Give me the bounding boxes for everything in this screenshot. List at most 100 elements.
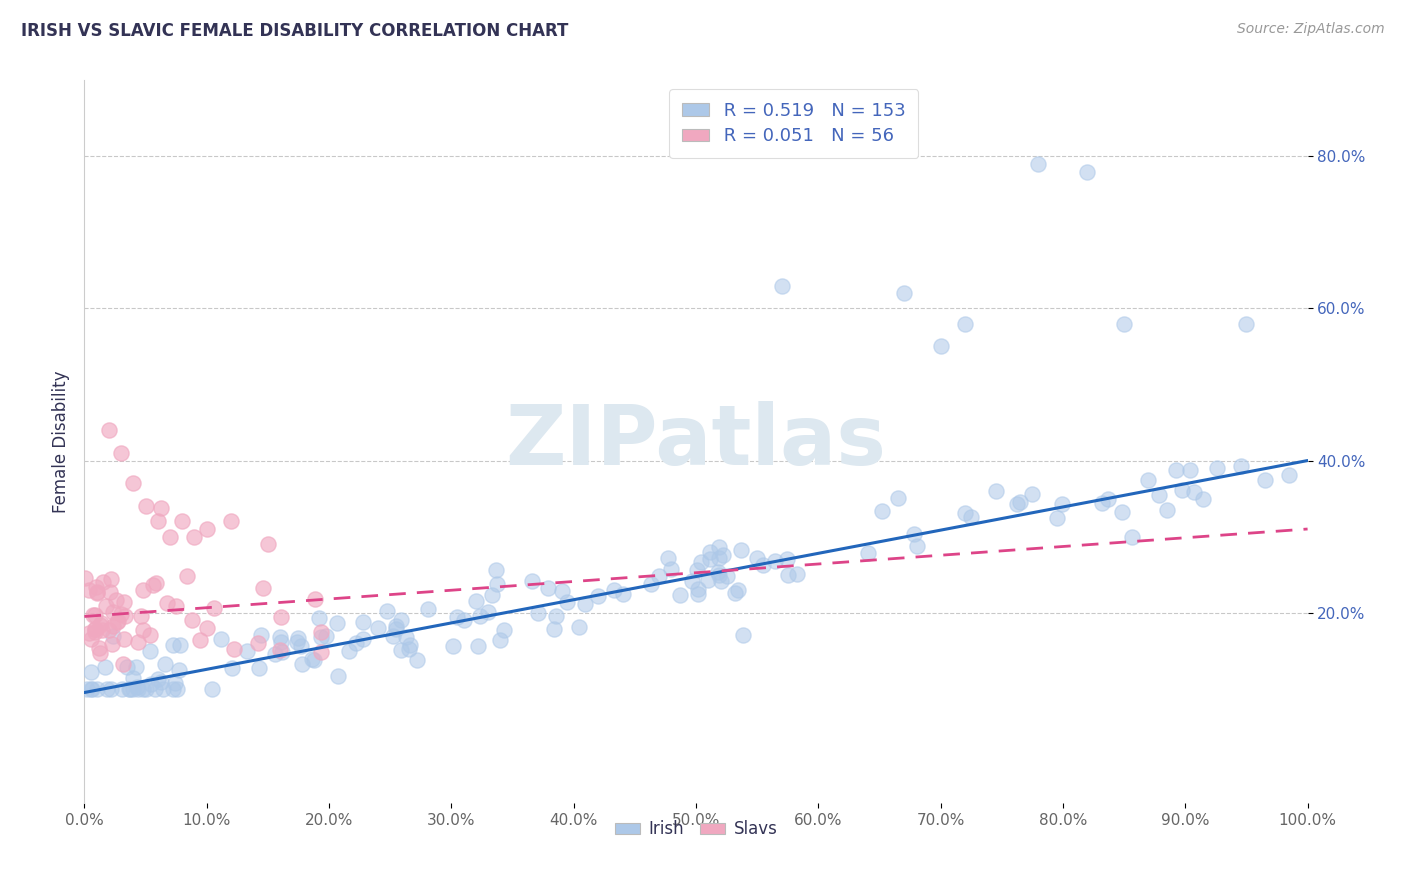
Point xyxy=(699,551,721,566)
Point xyxy=(269,630,291,644)
Point xyxy=(257,537,280,551)
Point xyxy=(903,526,925,541)
Point xyxy=(107,615,129,629)
Point xyxy=(1178,463,1201,477)
Point xyxy=(162,638,184,652)
Point xyxy=(856,546,879,560)
Point xyxy=(249,627,271,641)
Point xyxy=(690,555,713,569)
Point xyxy=(91,575,114,590)
Point xyxy=(686,587,709,601)
Point xyxy=(304,592,326,607)
Point xyxy=(657,550,679,565)
Point xyxy=(82,607,104,622)
Point xyxy=(385,619,408,633)
Point xyxy=(446,609,468,624)
Point xyxy=(893,286,915,301)
Point xyxy=(84,624,107,639)
Point xyxy=(731,628,754,642)
Point xyxy=(543,623,565,637)
Point xyxy=(574,597,596,611)
Point xyxy=(104,592,127,607)
Point xyxy=(90,615,112,630)
Point xyxy=(120,681,142,696)
Point xyxy=(112,632,135,647)
Point xyxy=(91,624,114,638)
Point xyxy=(344,636,367,650)
Point xyxy=(406,653,429,667)
Point xyxy=(180,614,202,628)
Point xyxy=(98,624,121,638)
Point xyxy=(612,587,634,601)
Point xyxy=(1076,164,1098,178)
Point xyxy=(786,567,808,582)
Point xyxy=(103,605,125,619)
Point xyxy=(699,545,721,559)
Point xyxy=(984,484,1007,499)
Point xyxy=(132,681,155,696)
Point xyxy=(129,609,152,624)
Point xyxy=(111,681,134,696)
Point xyxy=(527,606,550,620)
Point xyxy=(960,510,983,524)
Point xyxy=(77,582,100,597)
Point xyxy=(166,681,188,696)
Point xyxy=(640,577,662,591)
Point xyxy=(100,681,122,696)
Point xyxy=(453,613,475,627)
Point xyxy=(202,601,225,615)
Point xyxy=(285,634,308,648)
Point xyxy=(382,629,405,643)
Point xyxy=(389,642,412,657)
Point xyxy=(706,565,728,579)
Point xyxy=(112,595,135,609)
Point xyxy=(145,575,167,590)
Point xyxy=(603,583,626,598)
Point xyxy=(83,608,105,623)
Point xyxy=(716,568,738,582)
Point xyxy=(87,641,110,656)
Point xyxy=(111,657,134,672)
Point xyxy=(707,540,730,554)
Point xyxy=(122,681,145,696)
Point xyxy=(124,660,146,674)
Point xyxy=(308,610,330,624)
Point xyxy=(139,643,162,657)
Point xyxy=(1147,488,1170,502)
Point xyxy=(142,578,165,592)
Point xyxy=(183,530,205,544)
Point xyxy=(1121,530,1143,544)
Point xyxy=(1191,491,1213,506)
Point xyxy=(122,476,145,491)
Point xyxy=(367,621,389,635)
Point xyxy=(172,515,194,529)
Point xyxy=(201,681,224,696)
Point xyxy=(80,665,103,680)
Point xyxy=(588,589,610,603)
Point xyxy=(252,581,274,595)
Point xyxy=(398,641,420,656)
Point xyxy=(1050,497,1073,511)
Point xyxy=(485,564,508,578)
Point xyxy=(96,681,118,696)
Point xyxy=(271,645,294,659)
Point xyxy=(659,562,682,576)
Point xyxy=(551,584,574,599)
Point xyxy=(86,585,108,599)
Point xyxy=(80,681,103,696)
Point xyxy=(711,549,734,563)
Point xyxy=(707,567,730,582)
Point xyxy=(80,681,103,696)
Point xyxy=(84,622,107,636)
Point xyxy=(291,657,314,671)
Point xyxy=(236,644,259,658)
Point xyxy=(481,588,503,602)
Point xyxy=(326,669,349,683)
Point xyxy=(89,617,111,632)
Point xyxy=(247,636,270,650)
Point xyxy=(1254,473,1277,487)
Point xyxy=(165,599,187,613)
Point xyxy=(681,574,703,588)
Point xyxy=(747,551,769,566)
Point xyxy=(441,639,464,653)
